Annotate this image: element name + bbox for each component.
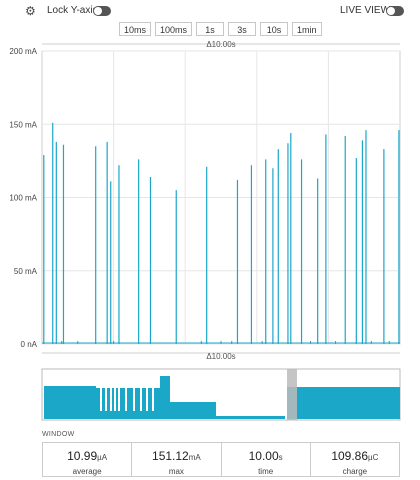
stat-average-name: average [72, 467, 102, 476]
stat-charge-name: charge [342, 467, 368, 476]
overview-gap [133, 374, 135, 411]
lock-y-axis-label: Lock Y-axis [47, 5, 98, 16]
overview-fill [287, 387, 400, 419]
stat-max-unit: mA [188, 453, 201, 462]
stat-max-name: max [168, 467, 184, 476]
overview-gap [105, 374, 107, 411]
y-tick-label: 50 mA [14, 267, 38, 276]
gear-icon[interactable]: ⚙ [25, 4, 36, 18]
overview-gap [100, 374, 102, 411]
overview-fill [170, 402, 216, 419]
time-button-3s[interactable]: 3s [228, 22, 257, 36]
stat-average-unit: µA [97, 453, 108, 462]
overview-gap [262, 374, 264, 411]
overview-fill [44, 386, 96, 419]
time-window-buttons: 10ms 100ms 1s 3s 10s 1min [119, 22, 322, 36]
overview-gap [152, 374, 154, 411]
window-label: WINDOW [42, 431, 75, 438]
overview-gap [110, 374, 112, 411]
overview-gap [270, 374, 272, 411]
time-button-10s[interactable]: 10s [260, 22, 289, 36]
y-tick-label: 100 mA [9, 194, 37, 203]
overview-fill [216, 416, 285, 419]
overview-gap [238, 374, 240, 411]
overview-gap [125, 374, 127, 411]
overview-gap [252, 374, 254, 411]
stat-average: 10.99µA average [43, 443, 133, 476]
live-view-toggle[interactable] [386, 6, 404, 16]
stat-charge: 109.86µC charge [311, 443, 399, 476]
overview-gap [140, 374, 142, 411]
live-view-label: LIVE VIEW [340, 5, 391, 16]
time-button-1s[interactable]: 1s [196, 22, 225, 36]
overview-gap [231, 374, 233, 411]
overview-gap [245, 374, 247, 411]
time-button-10ms[interactable]: 10ms [119, 22, 152, 36]
overview-selection-handle [287, 369, 297, 420]
overview-gap [146, 374, 148, 411]
overview-duration-label: Δ10.00s [206, 352, 235, 361]
stat-time-name: time [258, 467, 274, 476]
stat-average-value: 10.99 [67, 449, 98, 463]
y-tick-label: 200 mA [9, 47, 37, 56]
overview-gap [114, 374, 116, 411]
stat-charge-value: 109.86 [331, 449, 369, 463]
stat-max: 151.12mA max [132, 443, 222, 476]
stat-charge-unit: µC [368, 453, 379, 462]
window-stats: 10.99µA average 151.12mA max 10.00s time… [42, 442, 400, 477]
current-chart[interactable]: Δ10.00s 0 nA 50 mA 100 mA 150 mA 200 mA Δ10.00… [0, 0, 420, 428]
overview-fill [160, 376, 170, 419]
y-tick-label: 0 nA [21, 340, 38, 349]
stat-time-unit: s [278, 453, 283, 462]
overview-gap [118, 374, 120, 411]
stat-time: 10.00s time [222, 443, 311, 476]
lock-y-axis-toggle[interactable] [93, 6, 111, 16]
toolbar: ⚙ Lock Y-axis LIVE VIEW [0, 0, 420, 22]
overview-gap [224, 374, 226, 411]
stat-time-value: 10.00 [248, 449, 279, 463]
time-button-100ms[interactable]: 100ms [155, 22, 193, 36]
window-duration-label: Δ10.00s [206, 40, 235, 49]
y-tick-label: 150 mA [9, 120, 37, 129]
time-button-1min[interactable]: 1min [292, 22, 322, 36]
stat-max-value: 151.12 [152, 449, 189, 463]
